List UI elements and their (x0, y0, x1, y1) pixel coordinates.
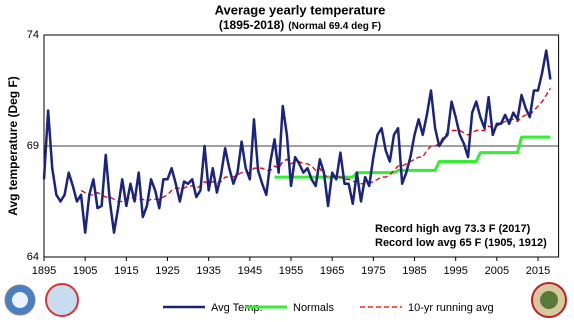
plot-area: 64 69 74 1895 1905 1915 1925 1935 1945 1955 1965 19… (27, 29, 560, 277)
x-tick-label: 1895 (32, 265, 56, 277)
x-tick-label: 1905 (73, 265, 97, 277)
x-tick-label: 1965 (320, 265, 344, 277)
x-tick-label: 1945 (238, 265, 262, 277)
x-tick-label: 2005 (485, 265, 509, 277)
y-tick-label: 74 (27, 29, 39, 41)
series-line (274, 135, 551, 179)
series-line (80, 87, 551, 203)
x-tick-label: 1925 (155, 265, 179, 277)
series-line (42, 49, 552, 234)
logo-office-inner (540, 291, 558, 309)
y-axis-label: Avg temperature (Deg F) (6, 76, 20, 216)
logo-nws (45, 283, 79, 317)
logos (4, 282, 567, 318)
y-tick-label: 64 (27, 251, 39, 263)
x-tick-label: 1915 (114, 265, 138, 277)
x-tick-label: 1975 (361, 265, 385, 277)
logo-noaa-inner (12, 292, 28, 308)
note: (Normal 69.4 deg F) (288, 21, 381, 32)
legend-label: Avg Temp. (211, 302, 263, 314)
legend-label: Normals (293, 302, 334, 314)
annotation: Record low avg 65 F (1905, 1912) (375, 237, 547, 249)
subtitle: (1895-2018) (219, 18, 284, 32)
x-tick-label: 1995 (443, 265, 467, 277)
chart-subtitle: (1895-2018) (Normal 69.4 deg F) (219, 18, 381, 32)
legend-label: 10-yr running avg (408, 302, 494, 314)
x-tick-label: 1985 (402, 265, 426, 277)
x-tick-label: 1935 (196, 265, 220, 277)
chart-title: Average yearly temperature (215, 2, 386, 17)
annotation: Record high avg 73.3 F (2017) (375, 223, 531, 235)
legend: Avg Temp. Normals 10-yr running avg (163, 302, 494, 314)
x-tick-label: 2015 (526, 265, 550, 277)
y-tick-label: 69 (27, 140, 39, 152)
x-tick-label: 1955 (279, 265, 303, 277)
